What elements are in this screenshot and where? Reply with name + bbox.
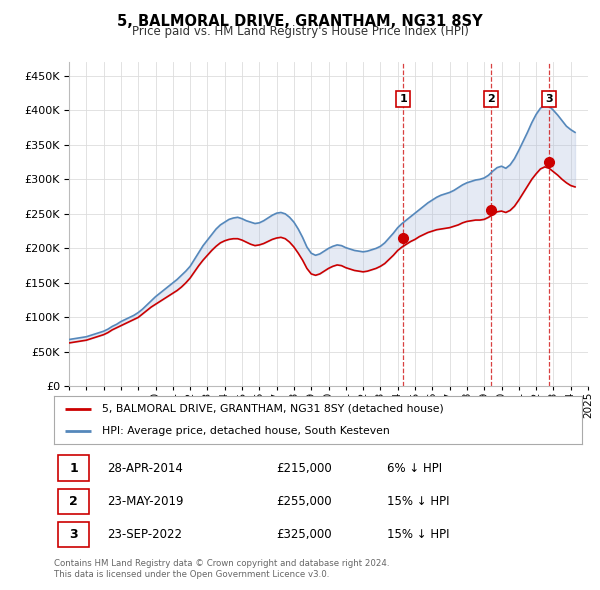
Text: Price paid vs. HM Land Registry's House Price Index (HPI): Price paid vs. HM Land Registry's House … xyxy=(131,25,469,38)
Text: 23-SEP-2022: 23-SEP-2022 xyxy=(107,528,182,541)
Text: 1: 1 xyxy=(400,94,407,104)
FancyBboxPatch shape xyxy=(58,522,89,548)
Text: 3: 3 xyxy=(69,528,78,541)
Text: 28-APR-2014: 28-APR-2014 xyxy=(107,461,182,474)
Text: 5, BALMORAL DRIVE, GRANTHAM, NG31 8SY (detached house): 5, BALMORAL DRIVE, GRANTHAM, NG31 8SY (d… xyxy=(101,404,443,414)
Text: 1: 1 xyxy=(69,461,78,474)
Text: £325,000: £325,000 xyxy=(276,528,331,541)
Text: Contains HM Land Registry data © Crown copyright and database right 2024.
This d: Contains HM Land Registry data © Crown c… xyxy=(54,559,389,579)
Text: £255,000: £255,000 xyxy=(276,495,331,508)
Text: 6% ↓ HPI: 6% ↓ HPI xyxy=(386,461,442,474)
Text: 2: 2 xyxy=(488,94,495,104)
FancyBboxPatch shape xyxy=(58,455,89,481)
Text: HPI: Average price, detached house, South Kesteven: HPI: Average price, detached house, Sout… xyxy=(101,426,389,436)
Text: 3: 3 xyxy=(545,94,553,104)
Text: 15% ↓ HPI: 15% ↓ HPI xyxy=(386,528,449,541)
Text: 5, BALMORAL DRIVE, GRANTHAM, NG31 8SY: 5, BALMORAL DRIVE, GRANTHAM, NG31 8SY xyxy=(117,14,483,28)
Text: 2: 2 xyxy=(69,495,78,508)
Text: 15% ↓ HPI: 15% ↓ HPI xyxy=(386,495,449,508)
Text: £215,000: £215,000 xyxy=(276,461,332,474)
FancyBboxPatch shape xyxy=(58,489,89,514)
Text: 23-MAY-2019: 23-MAY-2019 xyxy=(107,495,184,508)
